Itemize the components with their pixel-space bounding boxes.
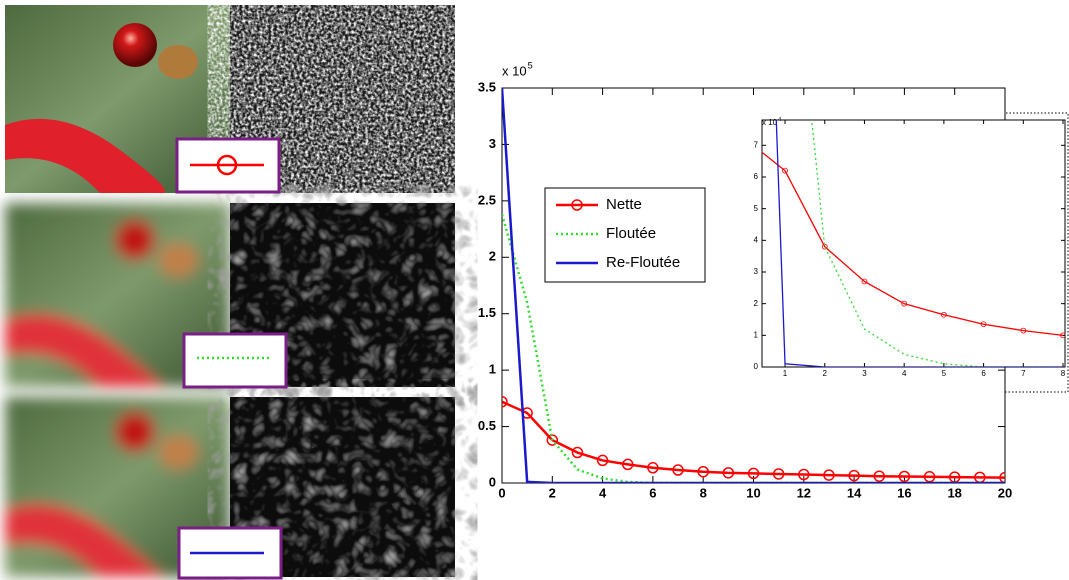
marker — [782, 167, 788, 174]
series-group — [502, 88, 1005, 483]
y-tick-label: 1.5 — [478, 305, 496, 320]
marker — [848, 469, 860, 482]
legend-label: Nette — [606, 196, 642, 213]
y-tick-label: 1 — [489, 362, 496, 377]
x-tick-label: 6 — [981, 369, 986, 378]
y-tick-label: 3.5 — [478, 79, 496, 94]
marker — [898, 470, 911, 483]
y-tick-label: 0.5 — [478, 418, 496, 433]
marker — [571, 446, 584, 459]
marker — [980, 321, 987, 328]
multiplier: x 10 — [762, 118, 778, 127]
legend-label: Floutée — [606, 225, 656, 242]
marker — [999, 471, 1005, 483]
x-tick-label: 8 — [1061, 369, 1066, 378]
series-line — [502, 400, 1005, 479]
multiplier-exponent: 4 — [778, 117, 781, 123]
y-tick-label: 3 — [489, 136, 496, 151]
y-tick-label: 4 — [754, 235, 759, 244]
x-tick-label: 4 — [902, 369, 907, 378]
legend: Nette Floutée Re-Floutée — [544, 187, 706, 283]
x-tick-label: 20 — [998, 485, 1012, 500]
marker — [647, 462, 659, 474]
x-tick-label: 14 — [847, 485, 862, 500]
marker — [747, 467, 760, 480]
marker — [798, 468, 810, 481]
marker — [502, 395, 508, 408]
icon-sharp — [175, 137, 281, 194]
marker — [772, 468, 785, 480]
photo-panels — [5, 5, 455, 580]
marker — [697, 465, 709, 478]
y-tick-label: 2 — [754, 299, 759, 308]
y-tick-label: 0 — [489, 474, 496, 489]
plot-area — [761, 119, 1066, 368]
x-tick-label: 6 — [649, 485, 656, 500]
marker — [1020, 327, 1027, 334]
icon-reblurred — [177, 526, 283, 580]
series-line — [762, 151, 1064, 336]
x-tick-label: 18 — [947, 485, 961, 500]
x-tick-label: 1 — [783, 369, 788, 378]
marker — [940, 311, 947, 318]
y-tick-label: 1 — [754, 330, 759, 339]
marker — [1060, 332, 1065, 339]
series-group — [762, 120, 1065, 367]
marker — [596, 454, 609, 467]
y-tick-label: 0 — [754, 362, 759, 371]
x-tick-label: 4 — [599, 485, 607, 500]
marker — [873, 470, 885, 482]
x-tick-label: 16 — [897, 485, 911, 500]
x-tick-label: 3 — [862, 369, 867, 378]
y-tick-label: 3 — [754, 267, 759, 276]
marker — [622, 458, 634, 471]
x-tick-label: 2 — [549, 485, 556, 500]
y-tick-label: 6 — [754, 172, 759, 181]
marker — [823, 469, 835, 481]
x-tick-label: 0 — [498, 485, 505, 500]
series-line — [775, 120, 1064, 367]
y-tick-label: 5 — [754, 204, 759, 213]
legend-label: Re-Floutée — [606, 254, 680, 271]
multiplier-exponent: 5 — [528, 61, 533, 71]
x-tick-label: 10 — [746, 485, 760, 500]
legend-marker — [571, 199, 583, 211]
y-tick-label: 2 — [489, 249, 496, 264]
multiplier: x 10 — [502, 63, 527, 78]
x-tick-label: 5 — [942, 369, 947, 378]
x-tick-label: 12 — [797, 485, 811, 500]
y-tick-label: 7 — [754, 140, 759, 149]
marker — [861, 278, 868, 285]
icon-blurred — [182, 332, 288, 389]
x-tick-label: 8 — [700, 485, 707, 500]
x-tick-label: 7 — [1021, 369, 1026, 378]
marker — [901, 300, 908, 307]
marker — [722, 467, 735, 479]
y-tick-label: 2.5 — [478, 192, 496, 207]
x-tick-label: 2 — [823, 369, 828, 378]
photo-sharp — [5, 5, 230, 194]
marker — [672, 464, 684, 476]
